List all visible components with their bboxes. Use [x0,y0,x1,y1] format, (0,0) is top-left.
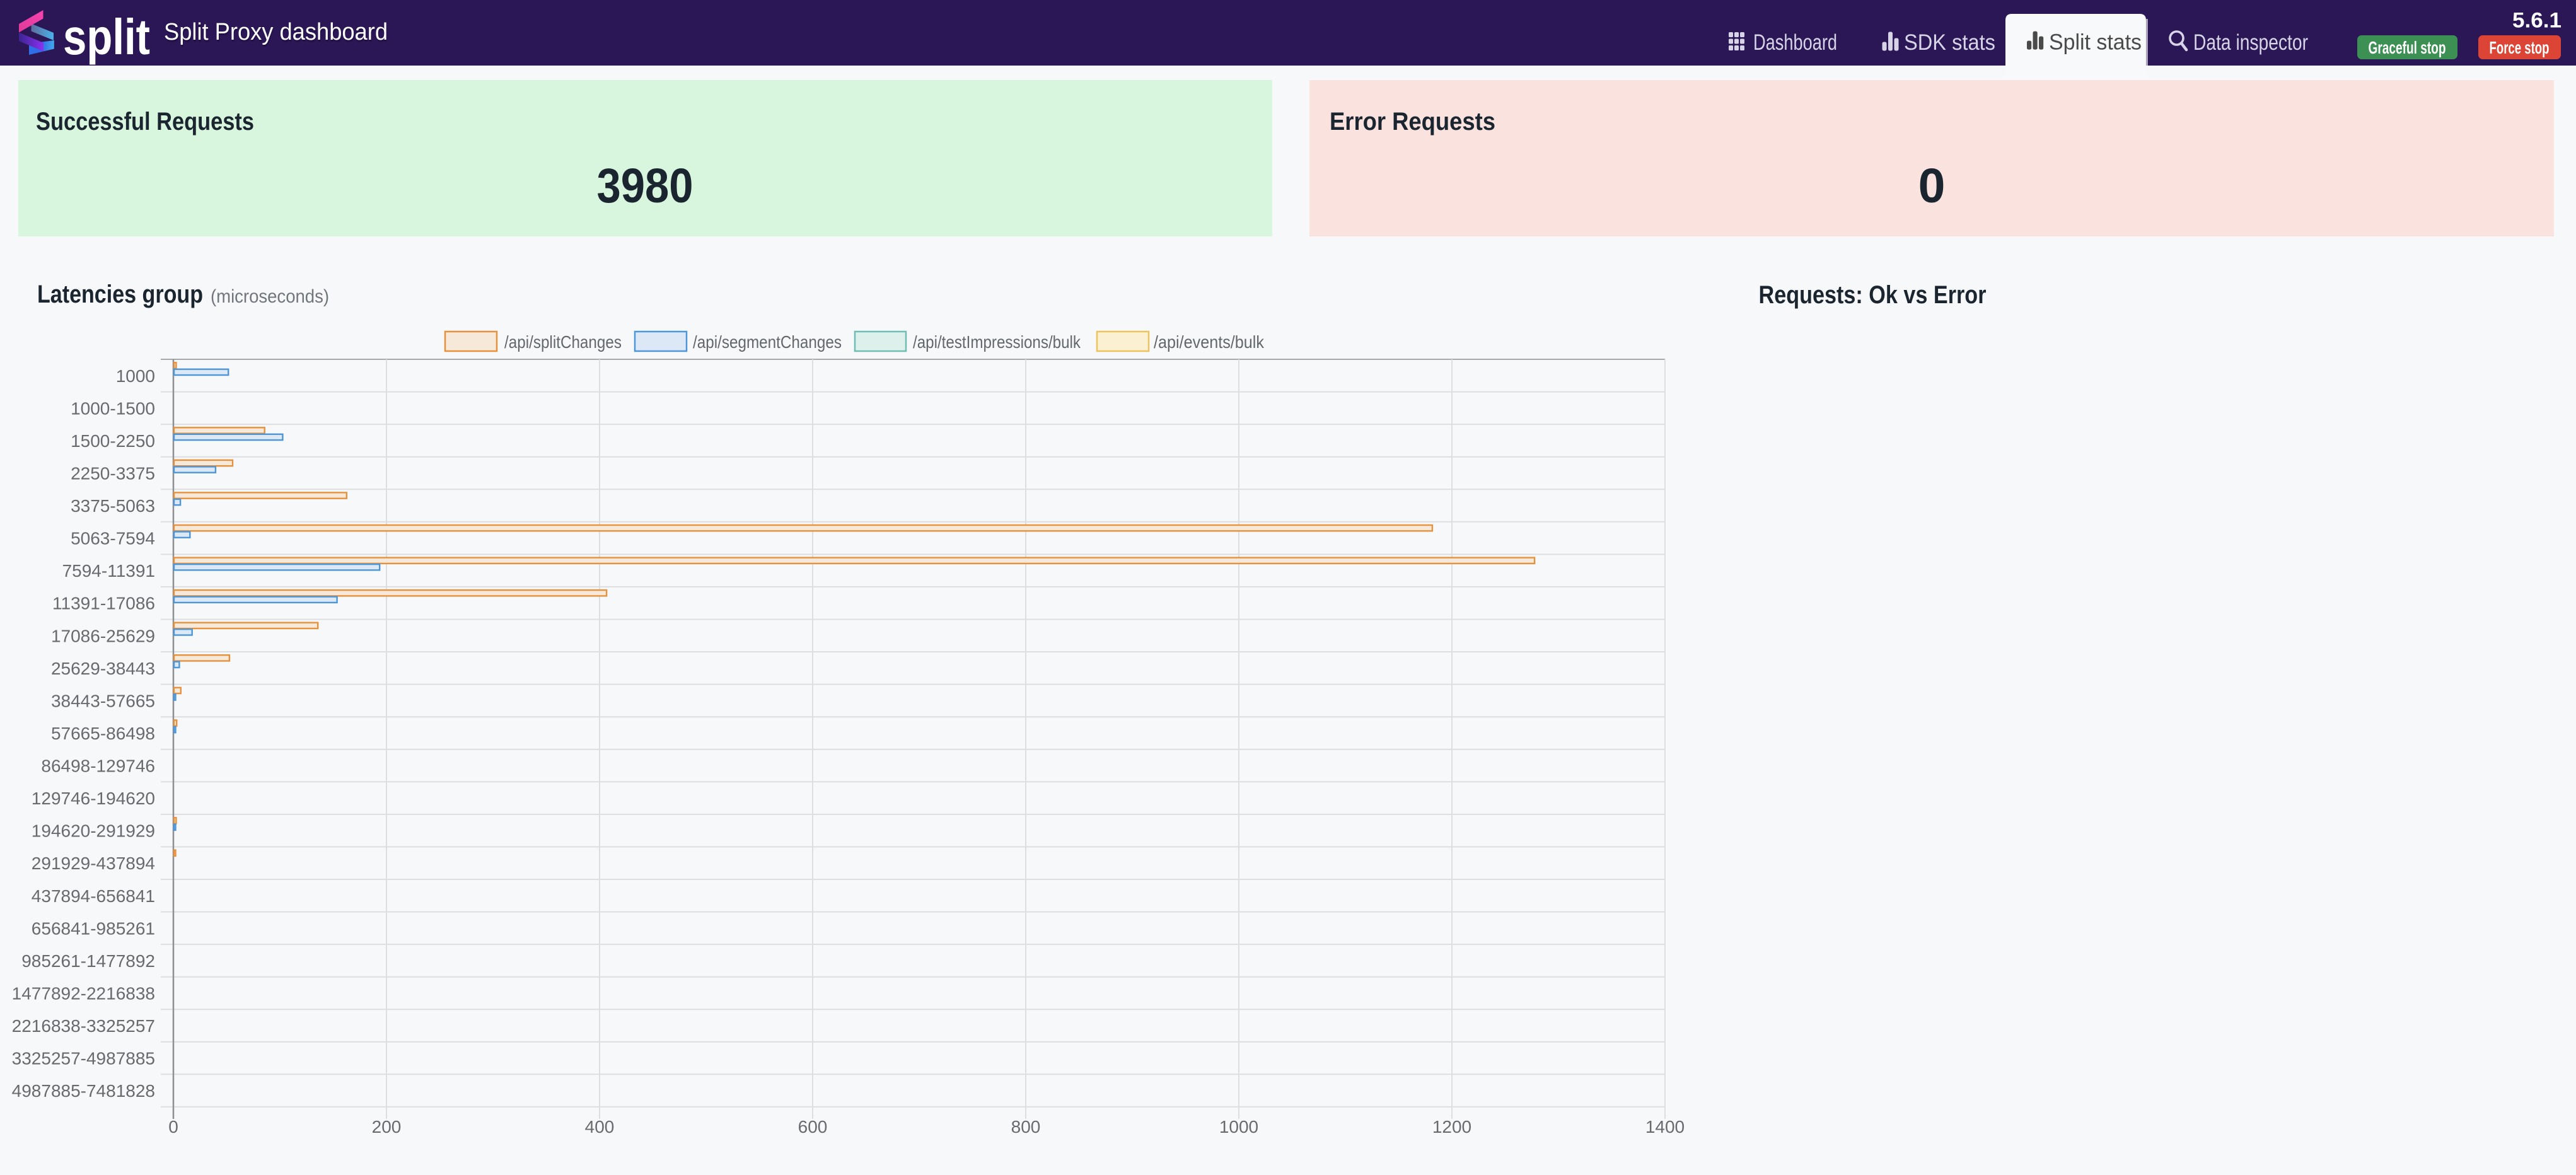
svg-text:11391-17086: 11391-17086 [52,594,155,613]
svg-text:0: 0 [1918,159,1946,213]
svg-text:Graceful stop: Graceful stop [2369,38,2446,57]
svg-text:291929-437894: 291929-437894 [32,854,155,873]
svg-text:1500-2250: 1500-2250 [71,431,155,451]
svg-text:0: 0 [168,1117,178,1137]
svg-text:Split Proxy dashboard: Split Proxy dashboard [165,21,388,47]
svg-text:38443-57665: 38443-57665 [51,691,155,710]
svg-text:437894-656841: 437894-656841 [32,886,155,906]
svg-text:Successful Requests: Successful Requests [36,108,254,136]
svg-text:/api/testImpressions/bulk: /api/testImpressions/bulk [913,332,1081,352]
svg-text:1000: 1000 [1219,1117,1258,1137]
svg-text:Requests: Ok vs Error: Requests: Ok vs Error [1759,281,1987,309]
svg-text:/api/events/bulk: /api/events/bulk [1154,332,1265,352]
svg-text:5063-7594: 5063-7594 [71,529,155,548]
svg-text:2250-3375: 2250-3375 [71,464,155,483]
svg-text:Split stats: Split stats [2049,30,2142,55]
svg-text:600: 600 [798,1117,828,1137]
svg-text:5.6.1: 5.6.1 [2512,9,2561,33]
svg-text:3325257-4987885: 3325257-4987885 [12,1049,155,1068]
svg-text:200: 200 [372,1117,402,1137]
svg-text:57665-86498: 57665-86498 [51,724,155,743]
svg-text:2216838-3325257: 2216838-3325257 [12,1016,155,1036]
svg-text:(microseconds): (microseconds) [211,286,329,307]
svg-text:4987885-7481828: 4987885-7481828 [12,1081,155,1101]
svg-text:1000-1500: 1000-1500 [71,398,155,418]
svg-text:Dashboard: Dashboard [1753,30,1837,55]
svg-text:1000: 1000 [116,366,155,386]
svg-text:800: 800 [1011,1117,1041,1137]
svg-text:Latencies group: Latencies group [37,281,203,308]
svg-text:1400: 1400 [1645,1117,1685,1137]
svg-text:985261-1477892: 985261-1477892 [21,951,155,971]
svg-text:86498-129746: 86498-129746 [41,756,155,776]
svg-text:25629-38443: 25629-38443 [51,659,155,678]
svg-text:SDK stats: SDK stats [1904,30,1995,55]
svg-text:1200: 1200 [1432,1117,1471,1137]
svg-text:/api/segmentChanges: /api/segmentChanges [693,332,842,352]
svg-text:194620-291929: 194620-291929 [32,821,155,841]
svg-text:1477892-2216838: 1477892-2216838 [12,984,155,1004]
svg-text:/api/splitChanges: /api/splitChanges [504,332,622,352]
svg-text:Split Proxy dashboard: Split Proxy dashboard [164,19,388,45]
svg-text:129746-194620: 129746-194620 [32,789,155,808]
svg-text:3375-5063: 3375-5063 [71,496,155,516]
svg-text:split: split [63,9,150,65]
svg-text:Data inspector: Data inspector [2193,30,2308,55]
svg-text:7594-11391: 7594-11391 [62,561,155,581]
svg-text:400: 400 [585,1117,615,1137]
svg-text:Force stop: Force stop [2490,38,2550,57]
svg-text:656841-985261: 656841-985261 [32,918,155,938]
svg-text:17086-25629: 17086-25629 [51,626,155,645]
svg-text:Error Requests: Error Requests [1330,108,1495,136]
svg-text:3980: 3980 [597,159,693,213]
